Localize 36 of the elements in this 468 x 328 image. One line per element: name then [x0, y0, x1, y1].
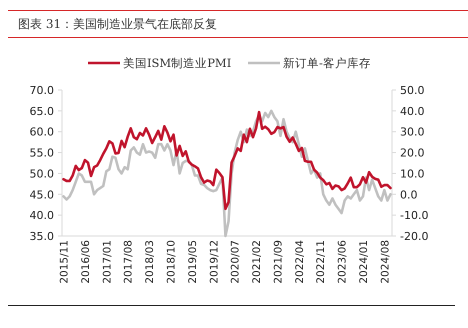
y-tick-label: 40.0: [30, 209, 54, 222]
legend-label: 新订单-客户库存: [283, 56, 371, 70]
x-tick-label: 2022/04: [294, 240, 306, 284]
x-tick-label: 2022/11: [315, 240, 328, 284]
x-tick-label: 2019/12: [208, 240, 220, 284]
y2-tick-label: -10.0: [400, 209, 428, 222]
x-tick-label: 2023/06: [336, 240, 349, 284]
x-tick-label: 2020/07: [230, 240, 242, 284]
y-tick-label: 65.0: [30, 104, 54, 118]
x-tick-label: 2021/09: [272, 240, 284, 284]
chart-title: 图表 31：美国制造业景气在底部反复: [18, 17, 218, 31]
legend-label: 美国ISM制造业PMI: [123, 56, 232, 70]
y-tick-label: 35.0: [30, 230, 54, 243]
y2-tick-label: 40.0: [400, 104, 424, 118]
x-tick-label: 2021/02: [251, 240, 264, 284]
line-series: [62, 110, 392, 210]
x-tick-label: 2017/01: [101, 240, 114, 284]
y2-tick-label: -20.0: [400, 230, 428, 243]
x-tick-label: 2015/11: [58, 240, 71, 284]
y2-tick-label: 30.0: [400, 126, 424, 139]
y-tick-label: 45.0: [30, 188, 54, 202]
y-tick-label: 70.0: [30, 84, 54, 97]
x-tick-label: 2018/10: [165, 240, 178, 284]
x-tick-label: 2016/06: [80, 240, 92, 284]
x-tick-label: 2019/05: [186, 240, 199, 284]
y2-tick-label: 50.0: [400, 84, 424, 97]
x-tick-label: 2024/01: [358, 240, 370, 284]
y2-tick-label: 10.0: [400, 167, 424, 180]
x-tick-label: 2017/08: [122, 240, 135, 284]
y-tick-label: 50.0: [30, 167, 54, 180]
y2-tick-label: 0.0: [400, 188, 418, 202]
y-tick-label: 55.0: [30, 146, 54, 160]
x-tick-label: 2024/08: [379, 240, 392, 284]
y-tick-label: 60.0: [30, 126, 54, 139]
x-tick-label: 2018/03: [144, 240, 156, 284]
y2-tick-label: 20.0: [400, 146, 424, 160]
